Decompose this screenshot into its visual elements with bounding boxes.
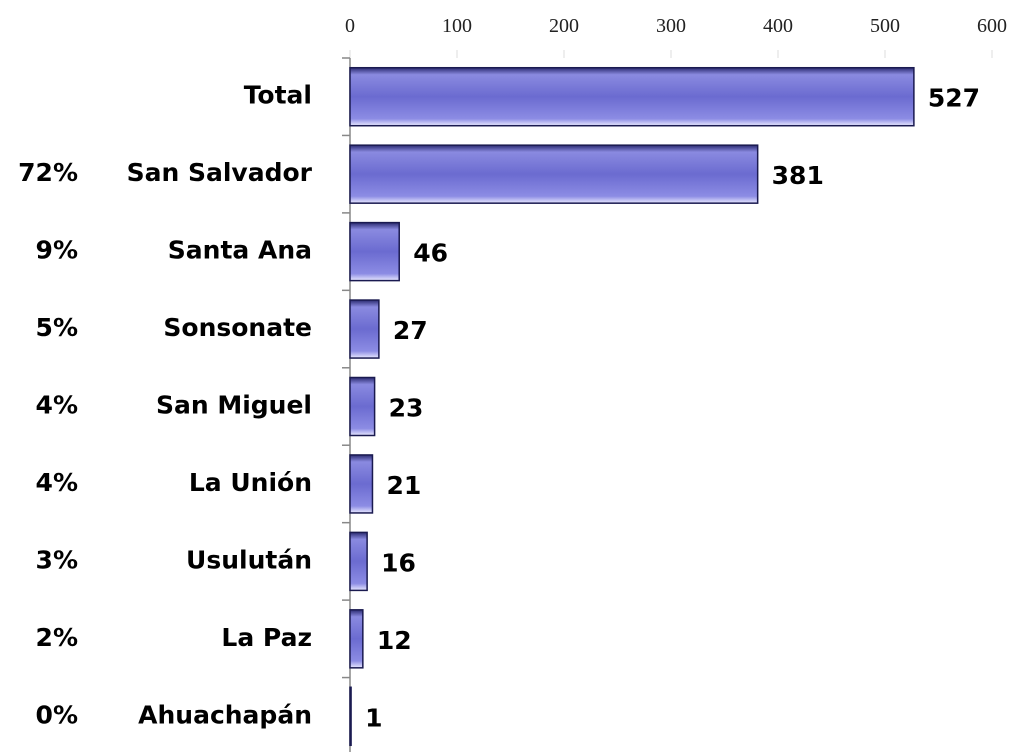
bar (349, 299, 380, 359)
bar (349, 221, 400, 282)
x-tick-label: 300 (656, 15, 686, 37)
value-label: 21 (386, 471, 421, 500)
category-label: Usulután (186, 545, 312, 574)
share-label: 72% (18, 158, 78, 187)
bar (349, 454, 374, 514)
value-label: 46 (413, 239, 448, 268)
value-label: 1 (365, 703, 382, 732)
bar (349, 686, 352, 747)
share-label: 5% (36, 313, 78, 342)
category-label: San Miguel (156, 391, 312, 420)
value-label: 12 (377, 626, 412, 655)
bar (349, 144, 759, 204)
category-label: La Paz (221, 623, 312, 652)
bar (349, 66, 915, 127)
category-label: Sonsonate (163, 313, 312, 342)
bar (349, 376, 376, 437)
x-tick-label: 500 (870, 15, 900, 37)
share-label: 2% (36, 623, 78, 652)
category-label: Ahuachapán (138, 700, 312, 729)
x-tick-label: 200 (549, 15, 579, 37)
x-tick-label: 100 (442, 15, 472, 37)
x-tick-label: 400 (763, 15, 793, 37)
value-label: 16 (381, 548, 416, 577)
x-tick-label: 0 (345, 15, 355, 37)
share-label: 9% (36, 236, 78, 265)
bar (349, 609, 364, 669)
category-label: San Salvador (127, 158, 313, 187)
share-label: 4% (36, 468, 78, 497)
share-label: 0% (36, 700, 78, 729)
value-label: 27 (393, 316, 428, 345)
category-label: La Unión (189, 468, 312, 497)
share-label: 3% (36, 545, 78, 574)
value-label: 381 (772, 161, 824, 190)
value-label: 23 (389, 394, 424, 423)
category-label: Santa Ana (168, 236, 312, 265)
share-label: 4% (36, 391, 78, 420)
bar (349, 531, 368, 592)
value-label: 527 (928, 84, 980, 113)
x-tick-label: 600 (977, 15, 1007, 37)
category-label: Total (244, 81, 312, 110)
